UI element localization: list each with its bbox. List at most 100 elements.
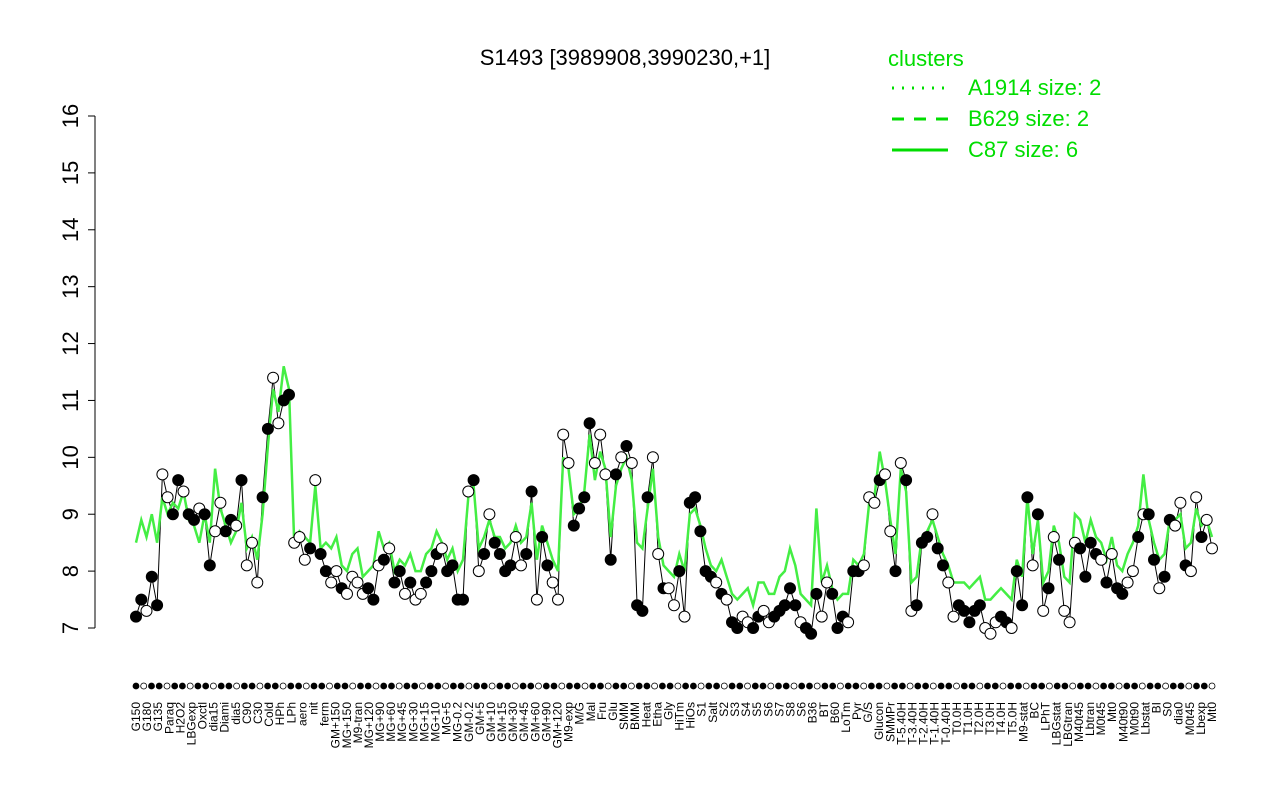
data-point [446,559,459,572]
x-rug-mark [287,682,295,690]
legend-label: C87 size: 6 [968,137,1078,162]
data-point [198,508,211,521]
y-tick-label: 9 [58,508,83,520]
data-point [1148,553,1160,566]
x-rug-mark [225,682,233,690]
chart-title: S1493 [3989908,3990230,+1] [480,45,771,70]
x-tick-label: G180 [140,702,154,732]
data-point [694,525,707,538]
data-point [246,536,258,549]
x-rug-mark [628,682,635,690]
data-point [467,474,480,487]
data-point [188,513,200,526]
data-point [868,496,881,509]
x-tick-label: S3 [728,702,742,717]
x-tick-label: S2 [717,702,731,717]
x-rug-mark [728,682,736,690]
data-point [1200,513,1213,526]
x-rug-mark [929,682,937,690]
data-point [789,599,802,612]
data-point [710,576,723,589]
x-rug-mark [132,682,140,690]
x-rug-mark [775,682,782,690]
x-rug-mark [1030,682,1038,690]
x-rug-mark [682,682,689,690]
x-rug-mark [844,682,852,690]
x-rug-mark [1146,682,1154,690]
x-tick-label: dia15 [207,702,221,732]
data-point [209,525,222,538]
x-rug-mark [1162,682,1169,690]
x-tick-label: Lbstat [1138,701,1152,734]
x-rug-mark [976,682,984,690]
y-tick-label: 12 [58,331,83,355]
x-tick-label: nit [307,701,321,714]
data-point [1079,570,1092,583]
data-point [757,604,770,617]
data-points [130,371,1218,640]
data-point [842,616,855,629]
x-rug-mark [1061,682,1069,690]
x-tick-label: GM+5 [473,702,487,735]
x-rug-mark [1007,682,1015,690]
data-point [1010,565,1023,578]
x-rug-mark [813,682,821,690]
y-tick-label: 14 [58,218,83,242]
data-point [1074,542,1087,555]
x-tick-label: GM+15 [495,702,509,742]
data-point [625,457,638,469]
data-point [541,559,554,572]
data-point [1042,582,1055,595]
data-point [1053,553,1065,566]
data-point [304,542,317,555]
data-point [525,485,538,498]
y-tick-label: 7 [58,622,83,634]
data-point [1153,582,1166,595]
x-rug-mark [1038,682,1046,690]
x-rug-mark [411,682,419,690]
x-tick-label: H2O2 [173,702,187,734]
data-point [1158,570,1171,583]
data-point [567,519,580,532]
data-point [472,565,485,578]
x-rug-mark [960,682,968,690]
x-rug-mark [837,682,844,690]
data-point [815,610,828,623]
legend-title: clusters [888,46,964,71]
data-point [367,593,380,606]
x-rug-mark [829,682,837,690]
data-point [536,531,549,543]
x-tick-label: Pyr [850,702,864,720]
x-tick-label: BMM [628,702,642,730]
data-point [425,565,438,578]
data-point [1095,553,1108,566]
x-rug-mark [1084,682,1092,690]
x-tick-label: aero [295,702,309,726]
data-point [298,553,311,566]
x-tick-label: dia0 [1172,702,1186,725]
x-rug-mark [449,682,457,690]
data-point [1121,576,1134,589]
x-rug-mark [473,682,481,690]
x-rug-mark [333,682,341,690]
data-point [130,610,142,623]
x-tick-label: Etha [650,702,664,727]
x-rug-mark [388,682,395,690]
x-tick-label: M40t90 [1116,702,1130,742]
x-rug-mark [542,682,550,690]
data-point [1169,519,1182,532]
x-rug-mark [1185,682,1193,690]
x-rug-mark [442,682,450,690]
data-point [145,570,158,583]
x-rug-mark [666,682,674,690]
data-point [230,519,243,532]
data-point [272,417,285,430]
x-tick-label: Mal [584,702,598,721]
data-point [894,457,907,469]
x-rug-mark [1108,682,1115,690]
x-tick-label: Glu [606,702,620,721]
x-tick-label: Mt0 [1105,702,1119,722]
x-axis: G150G180G135ParaqH2O2LBGexpOxctldia15Dia… [129,682,1219,748]
x-tick-label: GM+45 [517,702,531,742]
